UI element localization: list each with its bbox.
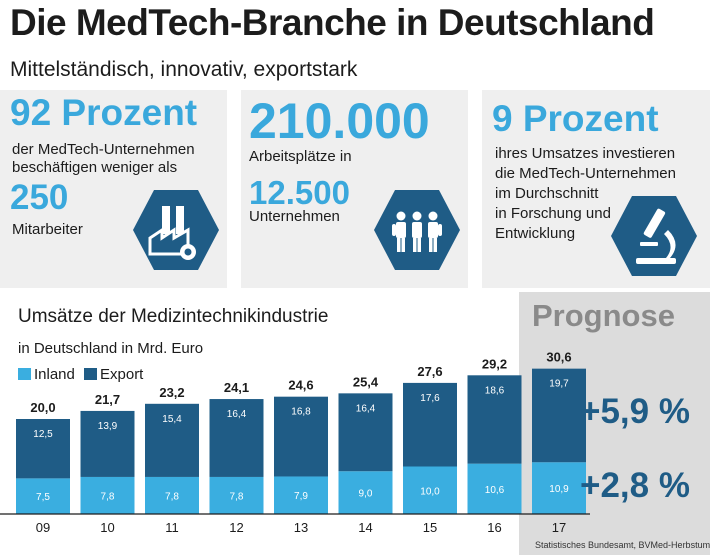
bar-inland — [80, 476, 135, 514]
fact-text-line: ihres Umsatzes investieren — [495, 145, 676, 162]
data-label-inland: 7,8 — [230, 491, 244, 502]
x-tick-label: 15 — [423, 520, 437, 535]
x-tick-label: 10 — [100, 520, 114, 535]
fact-panel-jobs: 210.000 Arbeitsplätze in 12.500 Unterneh… — [241, 90, 468, 288]
data-label-export: 19,7 — [549, 379, 569, 390]
bar-inland — [16, 478, 70, 514]
bar-inland — [209, 476, 264, 514]
data-label-export: 13,9 — [98, 421, 118, 432]
bar-inland — [145, 476, 199, 514]
fact-big-number: 250 — [10, 178, 69, 217]
bar-export — [532, 368, 586, 463]
export-growth: +5,9 % — [580, 392, 690, 431]
data-label-inland: 7,5 — [36, 492, 50, 503]
data-label-inland: 10,9 — [549, 484, 569, 495]
data-label-total: 23,2 — [159, 385, 184, 400]
x-tick-label: 16 — [487, 520, 501, 535]
x-tick-label: 11 — [165, 520, 179, 535]
legend-label-inland: Inland — [34, 366, 75, 383]
page-title: Die MedTech-Branche in Deutschland — [10, 2, 655, 43]
fact-text-line: Unternehmen — [249, 208, 340, 225]
data-label-total: 30,6 — [546, 350, 571, 365]
fact-text-line: die MedTech-Unternehmen — [495, 165, 676, 182]
chart-unit: in Deutschland in Mrd. Euro — [18, 340, 204, 357]
data-label-total: 20,0 — [30, 400, 55, 415]
fact-text-line: Mitarbeiter — [12, 221, 83, 238]
data-label-inland: 7,8 — [165, 491, 179, 502]
fact-text-line: Entwicklung — [495, 225, 576, 242]
bar-export — [209, 399, 264, 477]
fact-panel-employees: 92 Prozent der MedTech-Unternehmen besch… — [0, 90, 227, 288]
x-tick-label: 12 — [229, 520, 243, 535]
data-label-total: 24,6 — [288, 378, 313, 393]
data-label-inland: 10,6 — [485, 485, 505, 496]
data-label-inland: 7,9 — [294, 491, 308, 502]
data-label-inland: 7,8 — [101, 491, 115, 502]
data-label-total: 21,7 — [95, 392, 120, 407]
data-label-total: 29,2 — [482, 356, 507, 371]
people-icon — [374, 190, 460, 270]
data-label-export: 18,6 — [485, 385, 505, 396]
bar-export — [338, 393, 393, 472]
page-subtitle: Mittelständisch, innovativ, exportstark — [10, 58, 358, 81]
data-label-inland: 9,0 — [359, 489, 373, 500]
bar-inland — [274, 476, 328, 514]
fact-text-line: im Durchschnitt — [495, 185, 599, 202]
inland-growth: +2,8 % — [580, 466, 690, 505]
fact-panel-research: 9 Prozent ihres Umsatzes investieren die… — [482, 90, 710, 288]
bar-chart: 7,5 12,5 20,0 09 7,8 13,9 21,7 10 7,8 15,4 23,2 11 7… — [0, 350, 590, 535]
fact-big-number: 210.000 — [249, 93, 430, 149]
data-label-total: 25,4 — [353, 374, 379, 389]
x-tick-label: 09 — [36, 520, 50, 535]
x-tick-label: 14 — [358, 520, 372, 535]
bar-inland — [467, 463, 522, 514]
data-label-export: 16,8 — [291, 407, 311, 418]
data-label-total: 24,1 — [224, 380, 249, 395]
fact-big-number: 92 Prozent — [10, 92, 198, 133]
legend-swatch-export — [84, 368, 97, 380]
bar-inland — [532, 462, 586, 514]
x-tick-label: 17 — [552, 520, 566, 535]
data-label-inland: 10,0 — [420, 486, 440, 497]
bar-export — [80, 410, 135, 477]
data-label-export: 15,4 — [162, 414, 182, 425]
data-label-export: 16,4 — [227, 409, 247, 420]
data-label-total: 27,6 — [417, 364, 442, 379]
bar-export — [145, 403, 199, 477]
source-note: Statistisches Bundesamt, BVMed-Herbstumf… — [535, 540, 710, 550]
legend-label-export: Export — [100, 366, 144, 383]
bar-inland — [403, 466, 457, 514]
fact-big-number: 9 Prozent — [492, 98, 659, 139]
bar-export — [403, 382, 457, 467]
bar-export — [274, 396, 328, 477]
fact-big-number: 12.500 — [249, 174, 350, 211]
fact-text-line: Arbeitsplätze in — [249, 148, 352, 165]
chart-title: Umsätze der Medizintechnikindustrie — [18, 306, 329, 327]
bar-export — [467, 375, 522, 464]
factory-icon — [133, 190, 219, 270]
microscope-icon — [611, 196, 697, 276]
bar-inland — [338, 471, 393, 514]
data-label-export: 17,6 — [420, 393, 440, 404]
data-label-export: 16,4 — [356, 403, 376, 414]
data-label-export: 12,5 — [33, 429, 53, 440]
x-tick-label: 13 — [294, 520, 308, 535]
bar-export — [16, 419, 70, 479]
prognose-label: Prognose — [532, 298, 675, 333]
fact-text-line: in Forschung und — [495, 205, 611, 222]
fact-text-line: beschäftigen weniger als — [12, 159, 178, 176]
fact-text-line: der MedTech-Unternehmen — [12, 141, 195, 158]
legend-swatch-inland — [18, 368, 31, 380]
